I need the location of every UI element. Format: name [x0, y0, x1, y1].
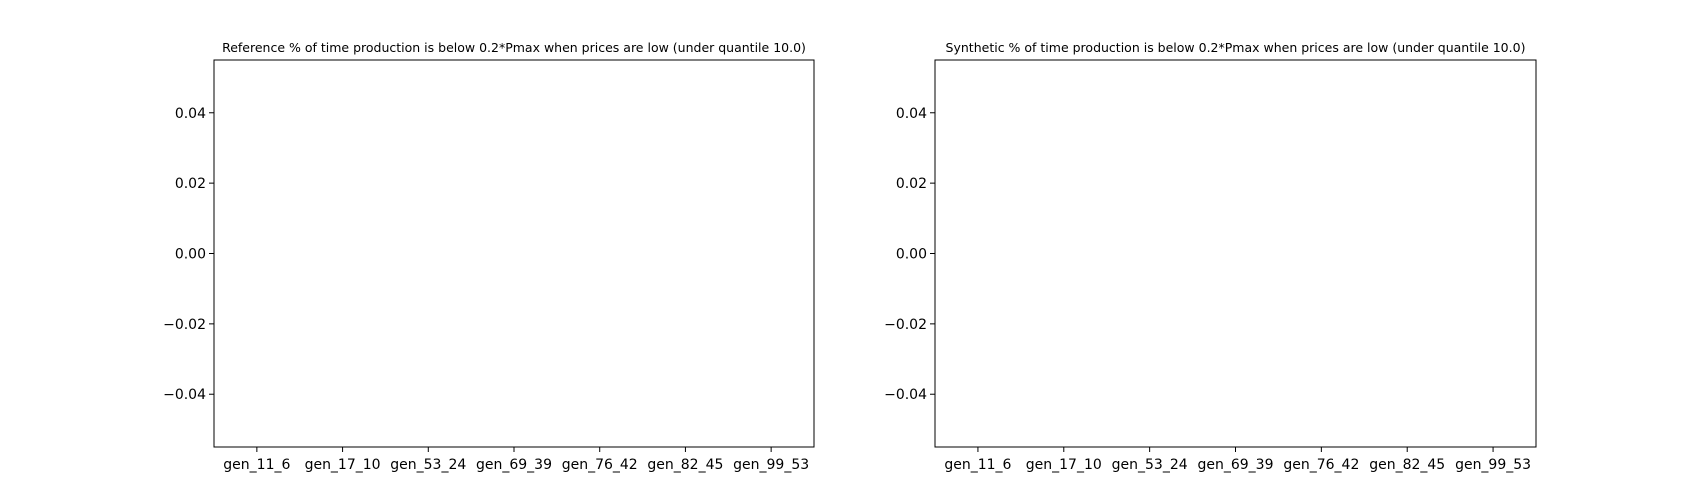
- synthetic-y-tick-label: −0.04: [884, 387, 927, 403]
- synthetic-y-tick-label: 0.04: [896, 106, 927, 122]
- synthetic-y-tick-label: −0.02: [884, 317, 927, 333]
- synthetic-x-tick-label-gen_82_45: gen_82_45: [1369, 457, 1445, 473]
- reference-y-tick-label: 0.02: [175, 176, 206, 192]
- reference-chart-panel: Reference % of time production is below …: [163, 40, 815, 473]
- synthetic-axes-frame: [934, 59, 1537, 448]
- reference-x-tick-label-gen_11_6: gen_11_6: [223, 457, 290, 473]
- reference-y-tick-label: −0.02: [163, 317, 206, 333]
- synthetic-chart-panel: Synthetic % of time production is below …: [884, 40, 1537, 473]
- reference-x-tick-label-gen_69_39: gen_69_39: [476, 457, 552, 473]
- synthetic-x-tick-label-gen_11_6: gen_11_6: [944, 457, 1011, 473]
- reference-y-tick-label: −0.04: [163, 387, 206, 403]
- synthetic-x-tick-label-gen_17_10: gen_17_10: [1026, 457, 1102, 473]
- synthetic-x-tick-label-gen_76_42: gen_76_42: [1283, 457, 1359, 473]
- synthetic-x-tick-label-gen_99_53: gen_99_53: [1455, 457, 1531, 473]
- synthetic-x-tick-label-gen_53_24: gen_53_24: [1112, 457, 1188, 473]
- reference-y-tick-label: 0.00: [175, 247, 206, 263]
- synthetic-x-tick-label-gen_69_39: gen_69_39: [1197, 457, 1273, 473]
- reference-x-tick-label-gen_53_24: gen_53_24: [390, 457, 466, 473]
- reference-x-tick-label-gen_99_53: gen_99_53: [733, 457, 809, 473]
- synthetic-y-tick-label: 0.00: [896, 247, 927, 263]
- reference-y-tick-label: 0.04: [175, 106, 206, 122]
- synthetic-y-tick-label: 0.02: [896, 176, 927, 192]
- reference-axes-frame: [213, 59, 815, 448]
- reference-x-tick-label-gen_82_45: gen_82_45: [647, 457, 723, 473]
- synthetic-chart-title: Synthetic % of time production is below …: [946, 40, 1526, 55]
- reference-x-tick-label-gen_76_42: gen_76_42: [562, 457, 638, 473]
- reference-x-tick-label-gen_17_10: gen_17_10: [305, 457, 381, 473]
- reference-chart-title: Reference % of time production is below …: [222, 40, 806, 55]
